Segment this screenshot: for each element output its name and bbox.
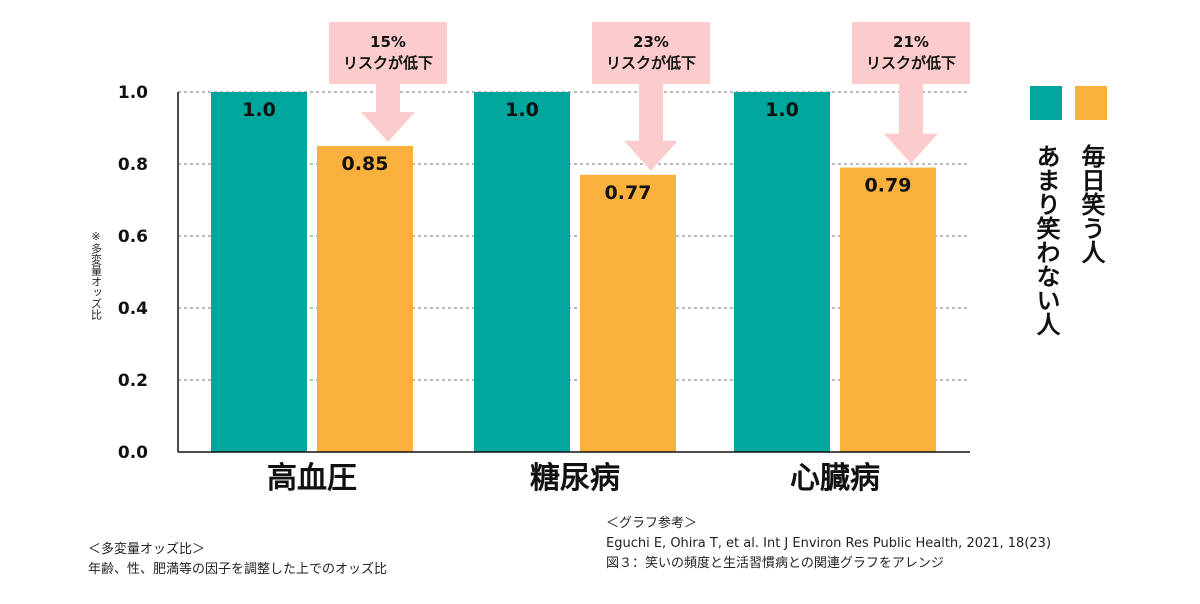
bar-rarely-laugh [474,92,570,452]
risk-reduction-arrow [329,22,447,142]
source-citation: Eguchi E, Ohira T, et al. Int J Environ … [606,536,1052,551]
y-tick-label: 0.0 [118,443,148,463]
annotation-percent: 15% [370,33,406,51]
bar-value-label: 1.0 [505,99,539,121]
annotation-text: リスクが低下 [606,54,696,72]
bar-value-label: 1.0 [765,99,799,121]
bar-daily-laugh [580,174,676,453]
bar-rarely-laugh [734,92,830,452]
annotation-percent: 23% [633,33,669,51]
risk-reduction-arrow [592,22,710,171]
source-note: ＜グラフ参考＞ Eguchi E, Ohira T, et al. Int J … [606,514,1051,574]
note-title: ＜多変量オッズ比＞ [88,542,206,557]
source-title: ＜グラフ参考＞ [606,516,698,531]
y-tick-label: 1.0 [118,83,148,103]
y-tick-label: 0.8 [118,155,148,175]
y-tick-label: 0.4 [118,299,148,319]
source-figure: 図３：笑いの頻度と生活習慣病との関連グラフをアレンジ [606,556,944,571]
note-body: 年齢、性、肥満等の因子を調整した上でのオッズ比 [88,562,388,577]
bar-value-label: 1.0 [242,99,276,121]
odds-ratio-note: ＜多変量オッズ比＞ 年齢、性、肥満等の因子を調整した上でのオッズ比 [88,540,387,580]
bar-value-label: 0.85 [342,153,389,175]
legend-label-daily-laugh: 毎日笑う人 [1077,144,1105,264]
x-category-label: 糖尿病 [530,461,620,496]
bar-daily-laugh [840,167,936,452]
y-tick-label: 0.2 [118,371,148,391]
bar-value-label: 0.77 [605,182,652,204]
y-tick-label: 0.6 [118,227,148,247]
annotation-text: リスクが低下 [866,54,956,72]
bar-rarely-laugh [211,92,307,452]
bar-daily-laugh [317,146,413,452]
bar-value-label: 0.79 [865,175,912,197]
risk-reduction-arrow [852,22,970,164]
annotation-text: リスクが低下 [343,54,433,72]
x-category-label: 高血圧 [267,461,357,496]
x-category-label: 心臓病 [790,461,880,496]
annotation-percent: 21% [893,33,929,51]
legend-swatch-rarely-laugh [1030,86,1062,120]
y-axis-label: ※多変量オッズ比 [90,230,103,320]
legend-swatch-daily-laugh [1075,86,1107,120]
legend-label-rarely-laugh: あまり笑わない人 [1032,144,1060,336]
